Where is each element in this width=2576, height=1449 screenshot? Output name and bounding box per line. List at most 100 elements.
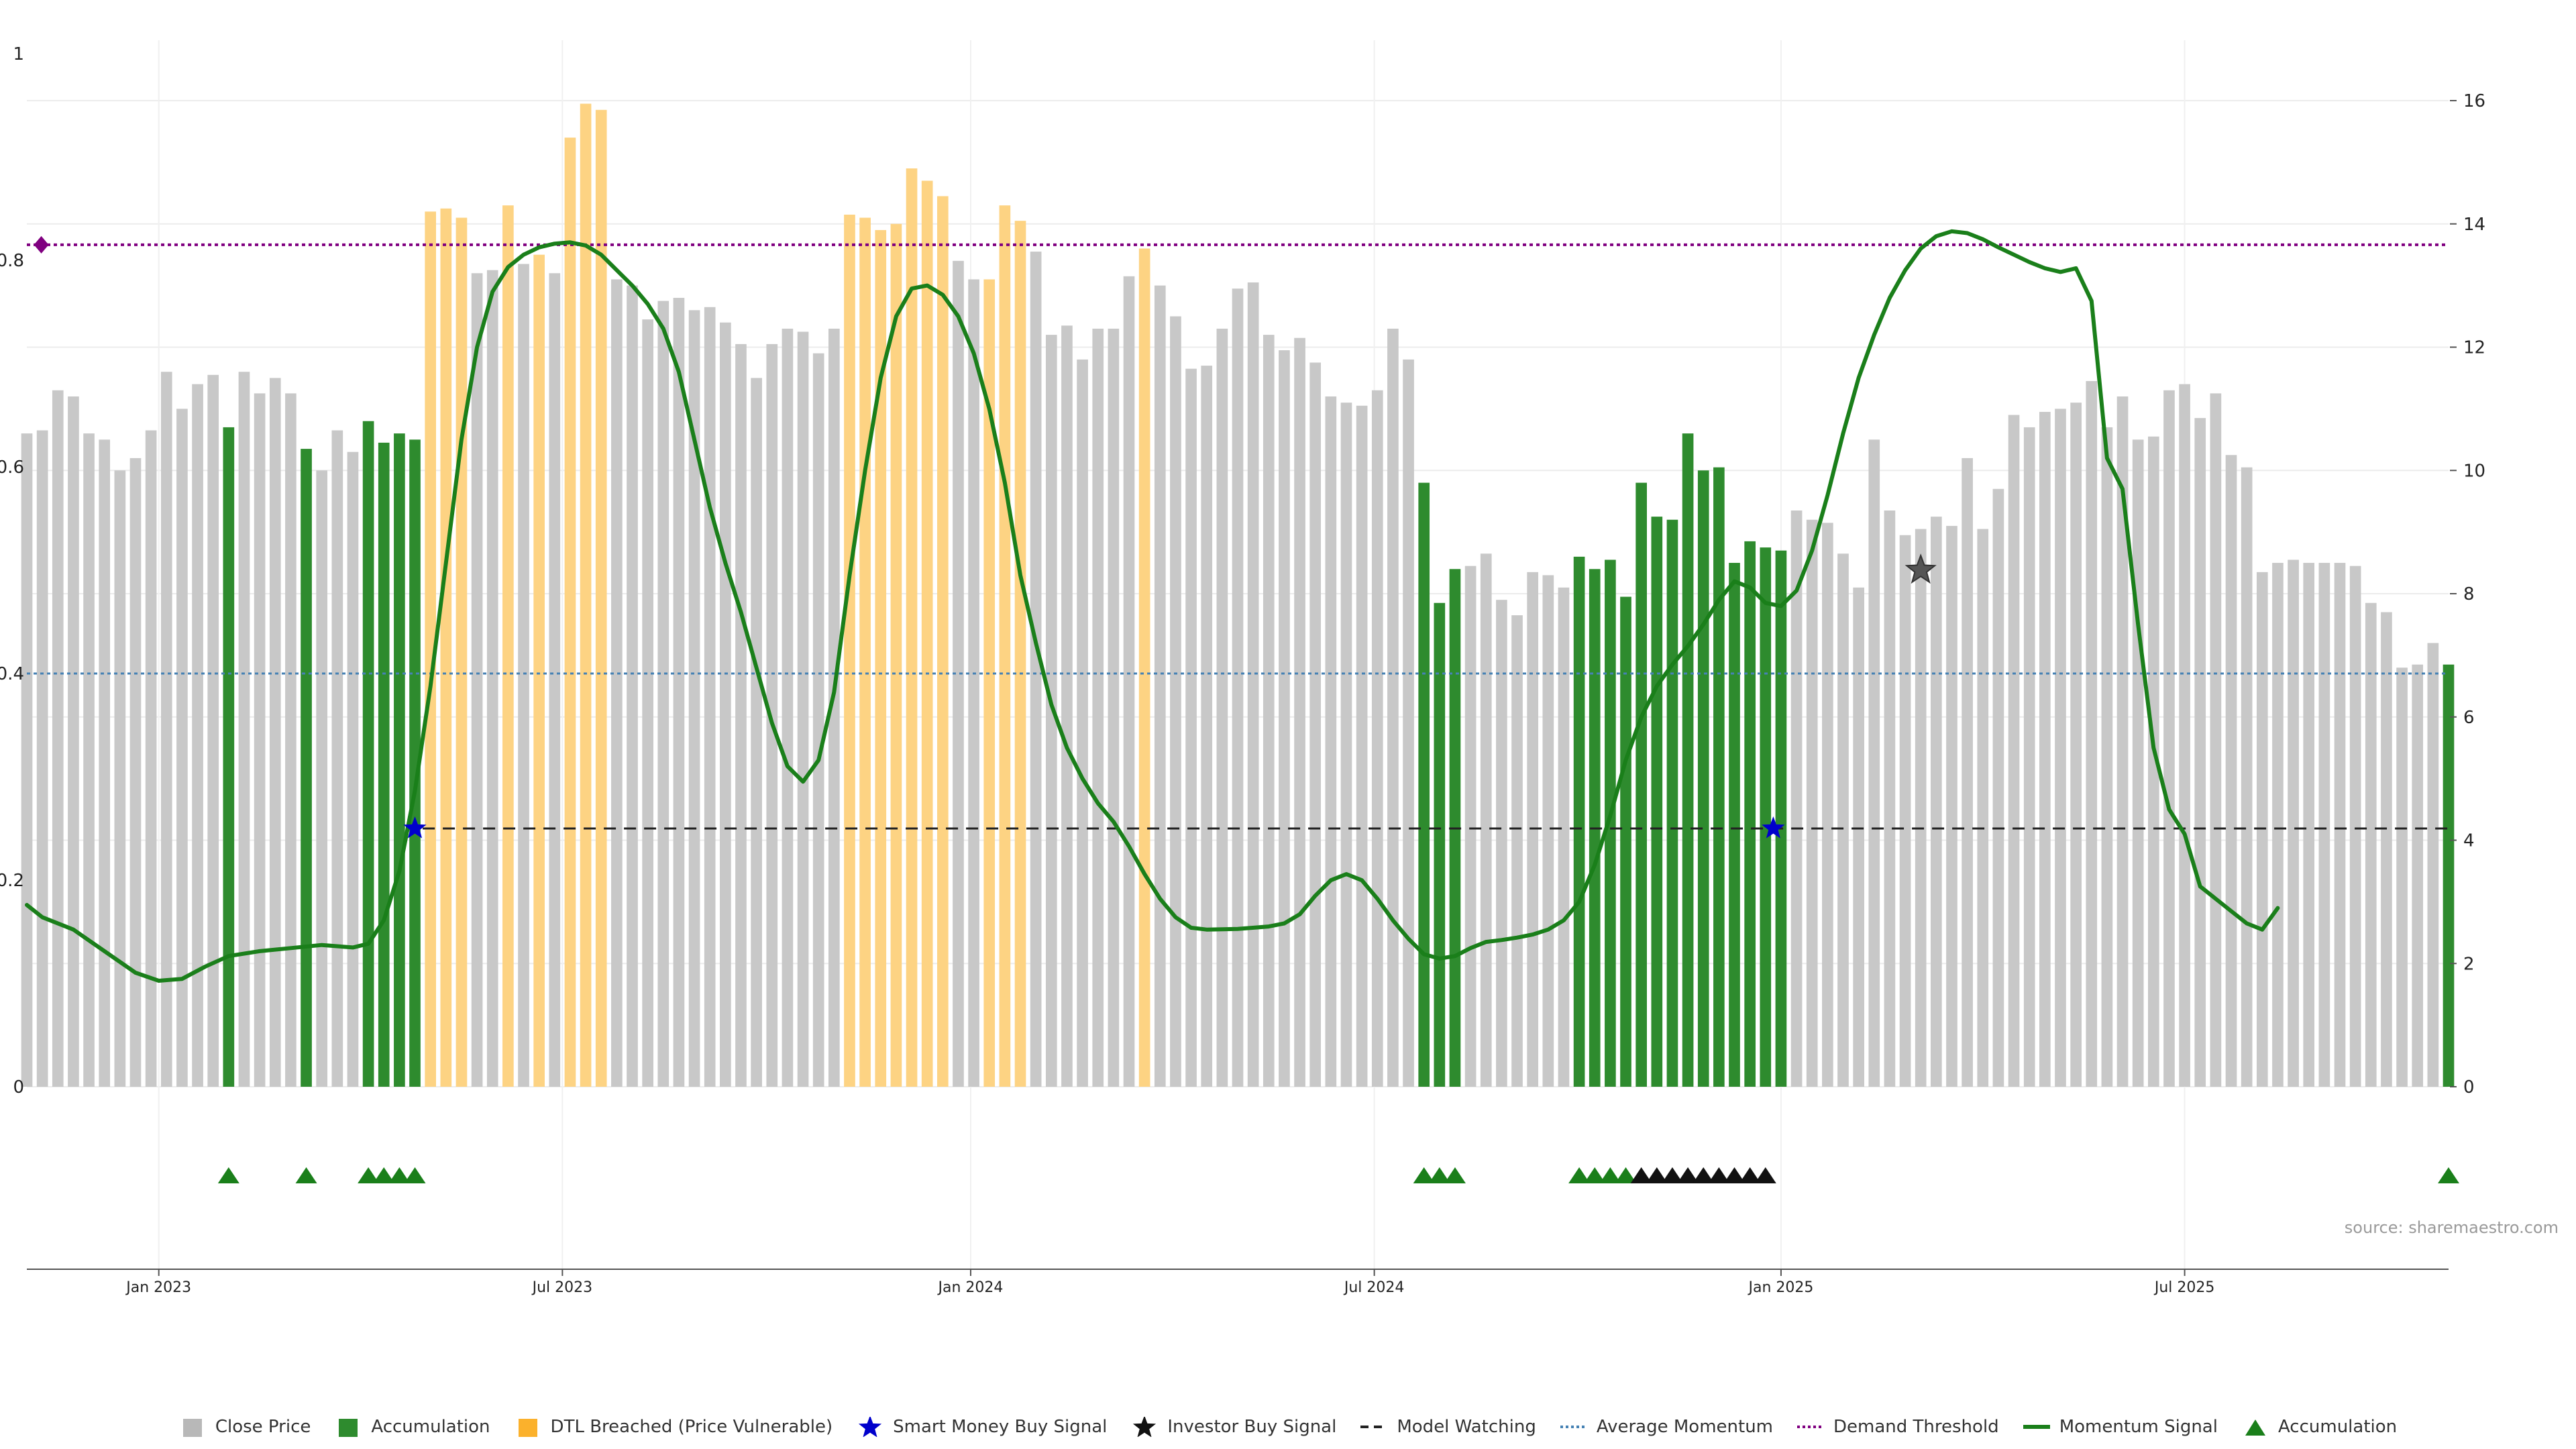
bar-close-price xyxy=(673,298,685,1087)
bar-close-price xyxy=(471,273,483,1087)
legend-label: Model Watching xyxy=(1397,1417,1536,1437)
bar-dtl-breached xyxy=(999,205,1011,1087)
bars xyxy=(21,103,2455,1087)
bar-close-price xyxy=(2132,439,2144,1087)
legend-swatch-shape xyxy=(339,1419,358,1437)
bar-close-price xyxy=(627,285,638,1087)
bar-close-price xyxy=(1977,529,1989,1087)
bar-close-price xyxy=(766,343,778,1087)
investor-marker xyxy=(1708,1167,1730,1183)
bar-close-price xyxy=(486,270,498,1087)
legend-item: Demand Threshold xyxy=(1797,1417,1999,1437)
bar-accumulation xyxy=(1418,482,1430,1087)
lower-panel xyxy=(217,1167,2459,1183)
legend-item: Investor Buy Signal xyxy=(1131,1417,1336,1437)
bar-close-price xyxy=(2116,396,2129,1087)
legend-item: Smart Money Buy Signal xyxy=(857,1417,1107,1437)
bar-close-price xyxy=(1558,587,1570,1087)
legend-swatch-square-grey xyxy=(182,1419,202,1437)
bar-accumulation xyxy=(1682,433,1694,1087)
bar-close-price xyxy=(1325,396,1337,1087)
bar-close-price xyxy=(704,307,716,1087)
investor-buy-signal xyxy=(1904,553,1937,584)
bar-close-price xyxy=(549,273,561,1087)
bar-dtl-breached xyxy=(844,214,855,1087)
right-tick-label: 0 xyxy=(2463,1077,2475,1097)
bar-close-price xyxy=(331,430,343,1087)
investor-marker xyxy=(1723,1167,1746,1183)
bar-close-price xyxy=(2210,393,2222,1087)
accumulation-marker xyxy=(373,1167,395,1183)
bar-dtl-breached xyxy=(1138,248,1150,1087)
bar-close-price xyxy=(1263,335,1275,1087)
bar-accumulation xyxy=(1697,470,1709,1087)
bar-close-price xyxy=(52,390,64,1087)
bar-dtl-breached xyxy=(440,208,452,1087)
bar-close-price xyxy=(1247,282,1259,1087)
bar-close-price xyxy=(1480,553,1492,1087)
accumulation-marker xyxy=(1413,1167,1435,1183)
right-tick-label: 8 xyxy=(2463,584,2475,604)
bar-close-price xyxy=(1108,328,1120,1087)
bar-close-price xyxy=(2179,384,2190,1087)
right-tick-label: 4 xyxy=(2463,831,2475,851)
smart-money-buy-signal xyxy=(1762,816,1785,839)
bar-close-price xyxy=(1884,510,1896,1087)
legend-item: Model Watching xyxy=(1360,1417,1536,1437)
bar-accumulation xyxy=(378,442,390,1087)
legend-item: Accumulation xyxy=(335,1417,490,1437)
bar-close-price xyxy=(1123,276,1135,1087)
bar-close-price xyxy=(1946,525,1957,1087)
legend-swatch-square-orange xyxy=(518,1419,537,1437)
legend-item: Momentum Signal xyxy=(2023,1417,2218,1437)
bar-close-price xyxy=(176,409,188,1087)
bar-close-price xyxy=(782,328,794,1087)
bar-dtl-breached xyxy=(859,217,871,1087)
x-tick-label: Jul 2025 xyxy=(2153,1279,2215,1296)
legend-label: Accumulation xyxy=(2277,1417,2398,1437)
legend-label: Smart Money Buy Signal xyxy=(893,1417,1108,1437)
legend-item: DTL Breached (Price Vulnerable) xyxy=(515,1417,833,1437)
x-tick-label: Jan 2025 xyxy=(1747,1279,1813,1296)
accumulation-marker xyxy=(1428,1167,1450,1183)
bar-close-price xyxy=(2086,381,2098,1087)
accumulation-marker xyxy=(388,1167,411,1183)
bar-accumulation xyxy=(409,439,421,1087)
bar-close-price xyxy=(2288,559,2299,1087)
bar-close-price xyxy=(238,372,250,1087)
bar-close-price xyxy=(1387,328,1399,1087)
bar-close-price xyxy=(1279,350,1290,1087)
bar-dtl-breached xyxy=(580,103,592,1087)
left-tick-label: 0.6 xyxy=(0,458,24,478)
bar-close-price xyxy=(2163,390,2175,1087)
axes: Jan 2023 Jul 2023 Jan 2024 Jul 2024 Jan 2025… xyxy=(0,44,2485,1296)
accumulation-marker xyxy=(404,1167,426,1183)
bar-close-price xyxy=(797,331,809,1087)
bar-dtl-breached xyxy=(425,211,436,1087)
accumulation-marker xyxy=(217,1167,239,1183)
investor-marker xyxy=(1661,1167,1683,1183)
legend-label: Investor Buy Signal xyxy=(1167,1417,1337,1437)
legend-label: Demand Threshold xyxy=(1833,1417,1999,1437)
bar-close-price xyxy=(518,264,529,1087)
bar-close-price xyxy=(611,279,623,1087)
bar-accumulation xyxy=(1651,517,1663,1087)
bar-dtl-breached xyxy=(502,205,514,1087)
source-label: source: sharemaestro.com xyxy=(2345,1218,2559,1237)
bar-dtl-breached xyxy=(906,168,918,1087)
bar-close-price xyxy=(1294,337,1305,1087)
left-tick-label: 1 xyxy=(13,44,24,64)
momentum-line xyxy=(25,229,2280,983)
momentum-signal xyxy=(25,229,2280,983)
bar-close-price xyxy=(1822,523,1833,1087)
bar-close-price xyxy=(2225,455,2237,1087)
x-tick-label: Jul 2023 xyxy=(531,1279,593,1296)
legend-swatch-line-green xyxy=(2023,1425,2050,1429)
bar-close-price xyxy=(1962,458,1973,1087)
bar-close-price xyxy=(2101,427,2113,1087)
bar-close-price xyxy=(1542,575,1554,1087)
bar-close-price xyxy=(2039,411,2051,1087)
bar-close-price xyxy=(2381,612,2392,1087)
legend-swatch-shape xyxy=(859,1417,882,1437)
bar-close-price xyxy=(1837,553,1849,1087)
